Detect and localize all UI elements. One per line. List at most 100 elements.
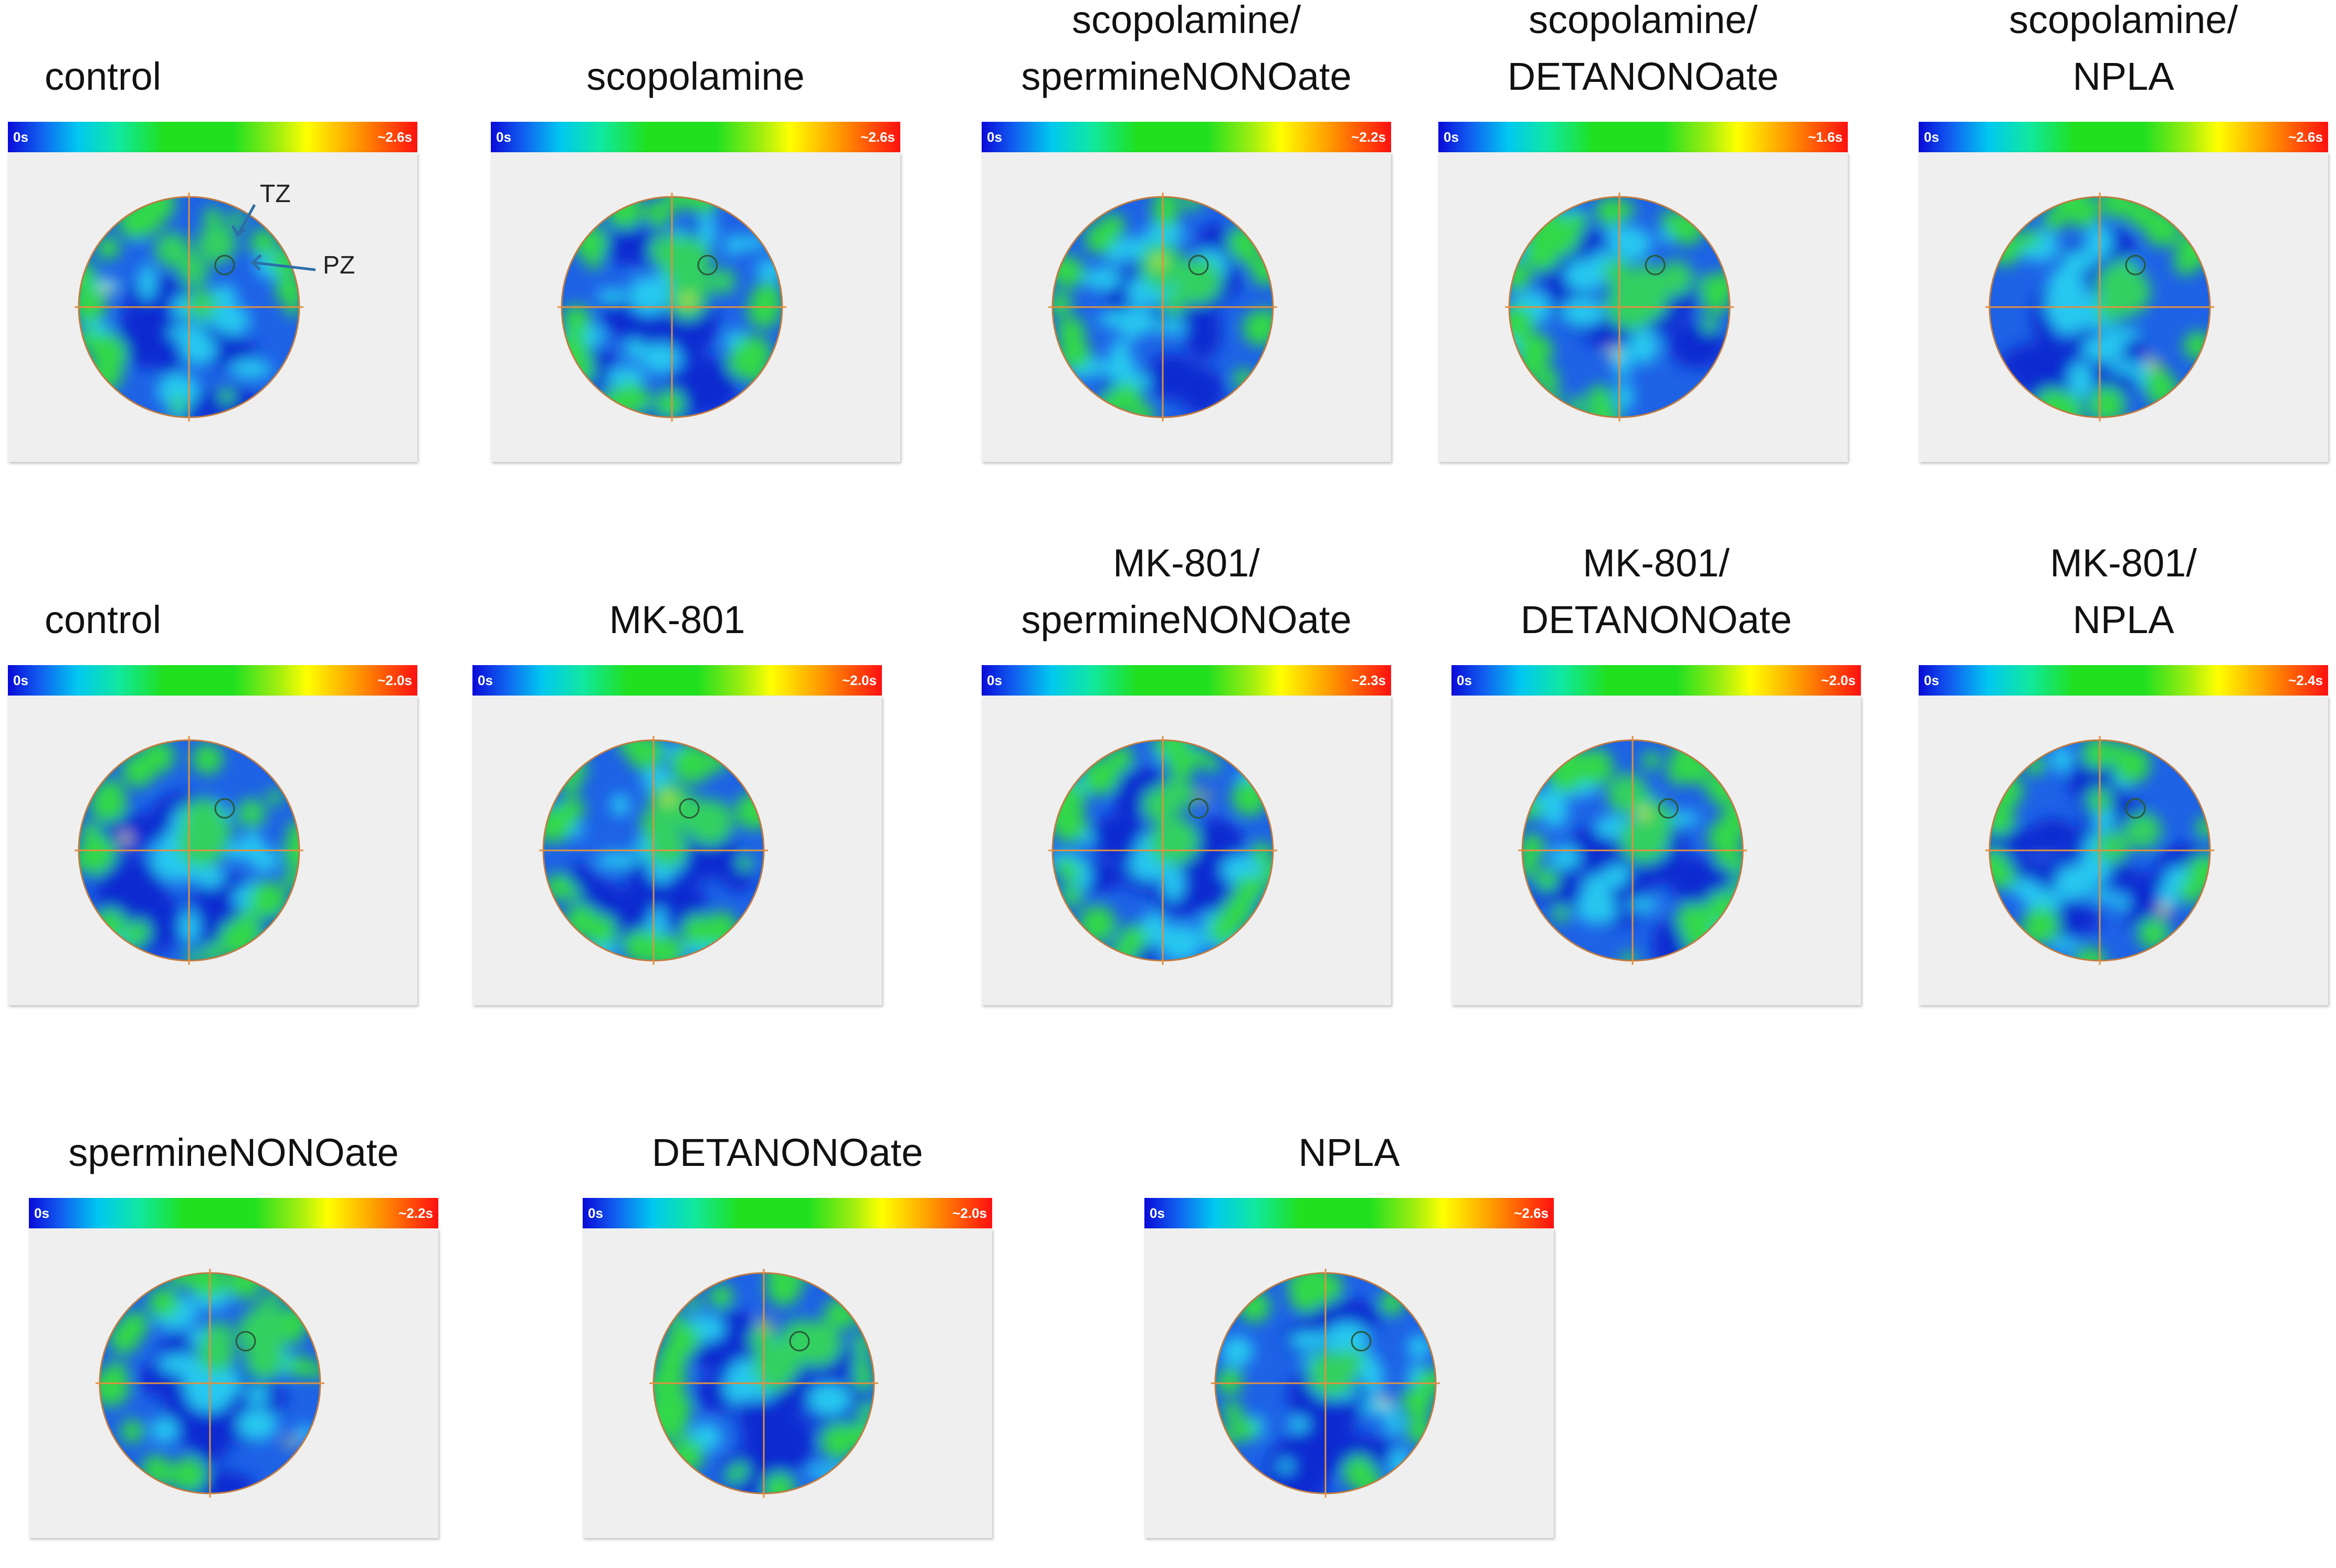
heatmap-blob <box>1626 898 1660 912</box>
heatmap-blob <box>708 1308 755 1350</box>
heatmap-blob <box>287 821 299 846</box>
heatmap-blob <box>1522 855 1538 877</box>
panel-title-line: MK-801/ <box>1113 541 1260 585</box>
heatmap-blob <box>89 333 125 369</box>
color-scale-bar: 0s ~2.0s <box>1451 665 1861 696</box>
panel-scopolamine-spermineNONOate: scopolamine/ spermineNONOate 0s ~2.2s <box>982 0 1391 462</box>
heatmap-blob <box>237 1308 288 1357</box>
heatmap-plot <box>583 1228 992 1538</box>
heatmap-blob <box>138 263 156 301</box>
heatmap-blob <box>1706 890 1741 925</box>
panel-title-line: DETANONOate <box>1507 55 1779 98</box>
heatmap-blob <box>1104 353 1137 383</box>
panel-title-line: NPLA <box>2072 55 2174 98</box>
heatmap-blob <box>698 213 716 249</box>
heatmap-blob <box>236 909 258 932</box>
heatmap-blob <box>1638 802 1674 838</box>
heatmap-blob <box>2159 904 2169 914</box>
panel-title-line: scopolamine/ <box>1528 0 1758 41</box>
heatmap-blob <box>1216 906 1245 935</box>
heatmap-blob <box>80 822 101 843</box>
panel-title-line: NPLA <box>1298 1131 1400 1174</box>
heatmap-plot <box>491 152 900 462</box>
scale-min-label: 0s <box>496 129 511 145</box>
color-scale-bar: 0s ~1.6s <box>1438 122 1848 152</box>
heatmap-blob <box>195 865 225 888</box>
heatmap-blob <box>2085 224 2113 260</box>
heatmap-blob <box>2048 267 2084 296</box>
heatmap-blob <box>1629 328 1659 364</box>
heatmap-blob <box>622 932 648 957</box>
scale-max-label: ~2.0s <box>842 672 877 688</box>
scale-min-label: 0s <box>987 672 1002 688</box>
heatmap-blob <box>664 794 674 804</box>
heatmap-blob <box>1603 258 1632 288</box>
heatmap-blob <box>236 798 267 828</box>
heatmap-blob <box>1383 1412 1404 1435</box>
heatmap-blob <box>229 359 272 379</box>
heatmap-plot <box>1919 696 2328 1005</box>
panel-title-line: scopolamine <box>586 55 805 98</box>
heatmap-blob <box>645 199 672 227</box>
heatmap-blob <box>2050 938 2079 952</box>
scale-max-label: ~1.6s <box>1808 129 1843 145</box>
heatmap-circle <box>1985 193 2214 422</box>
heatmap-blob <box>1278 1459 1294 1473</box>
heatmap-blob <box>853 1369 874 1390</box>
heatmap-blob <box>2061 250 2095 272</box>
platform-marker <box>1645 255 1666 276</box>
heatmap-blob <box>1288 1416 1310 1433</box>
heatmap-blob <box>308 1361 320 1379</box>
heatmap-blob <box>228 211 246 228</box>
heatmap-blob <box>1990 773 2023 808</box>
heatmap-blob <box>2144 366 2172 394</box>
heatmap-blob <box>1670 742 1705 777</box>
heatmap-blob <box>737 855 753 871</box>
heatmap-blob <box>1083 267 1121 290</box>
heatmap-blob <box>1233 1418 1257 1441</box>
heatmap-blob <box>795 1320 842 1367</box>
heatmap-blob <box>1159 924 1203 961</box>
heatmap-blob <box>648 827 688 867</box>
heatmap-blob <box>1727 853 1743 875</box>
heatmap-blob <box>1509 304 1534 340</box>
heatmap-blob <box>2022 906 2060 944</box>
panel-title: scopolamine/ NPLA <box>1919 0 2328 105</box>
heatmap-blob <box>1639 808 1649 818</box>
color-scale-bar: 0s ~2.0s <box>8 665 417 696</box>
heatmap-blob <box>1268 1448 1330 1493</box>
heatmap-blob <box>1175 258 1222 305</box>
heatmap-blob <box>559 797 585 823</box>
heatmap-blob <box>1324 1435 1402 1469</box>
heatmap-plot <box>1919 152 2328 462</box>
heatmap-blob <box>2025 754 2046 775</box>
heatmap-blob <box>606 197 643 229</box>
panel-title-line: control <box>45 598 162 641</box>
heatmap-blob <box>1609 226 1652 261</box>
heatmap-blob <box>665 197 692 209</box>
heatmap-plot <box>1451 696 1861 1005</box>
heatmap-blob <box>179 258 208 287</box>
heatmap-blob <box>1549 845 1581 870</box>
scale-min-label: 0s <box>987 129 1002 145</box>
color-scale-bar: 0s ~2.6s <box>8 122 417 152</box>
panel-mk801: MK-801 0s ~2.0s <box>472 543 882 1005</box>
heatmap-blob <box>1161 291 1186 316</box>
heatmap-blob <box>1081 757 1119 795</box>
heatmap-blob <box>2111 896 2130 910</box>
heatmap-blob <box>1245 877 1267 900</box>
annotation-arrows <box>231 204 316 271</box>
heatmap-circle <box>557 193 786 422</box>
panel-title: control <box>8 543 417 648</box>
panel-scopolamine: scopolamine 0s ~2.6s <box>491 0 900 462</box>
heatmap-blob <box>1078 905 1116 943</box>
scale-min-label: 0s <box>13 672 28 688</box>
heatmap-circle <box>75 736 303 965</box>
scale-min-label: 0s <box>13 129 28 145</box>
heatmap-blob <box>1545 390 1562 406</box>
heatmap-circle <box>539 736 768 965</box>
heatmap-blob <box>2074 946 2106 961</box>
panel-title-line: scopolamine/ <box>1071 0 1301 41</box>
scale-max-label: ~2.6s <box>860 129 895 145</box>
heatmap-plot <box>1144 1228 1554 1538</box>
